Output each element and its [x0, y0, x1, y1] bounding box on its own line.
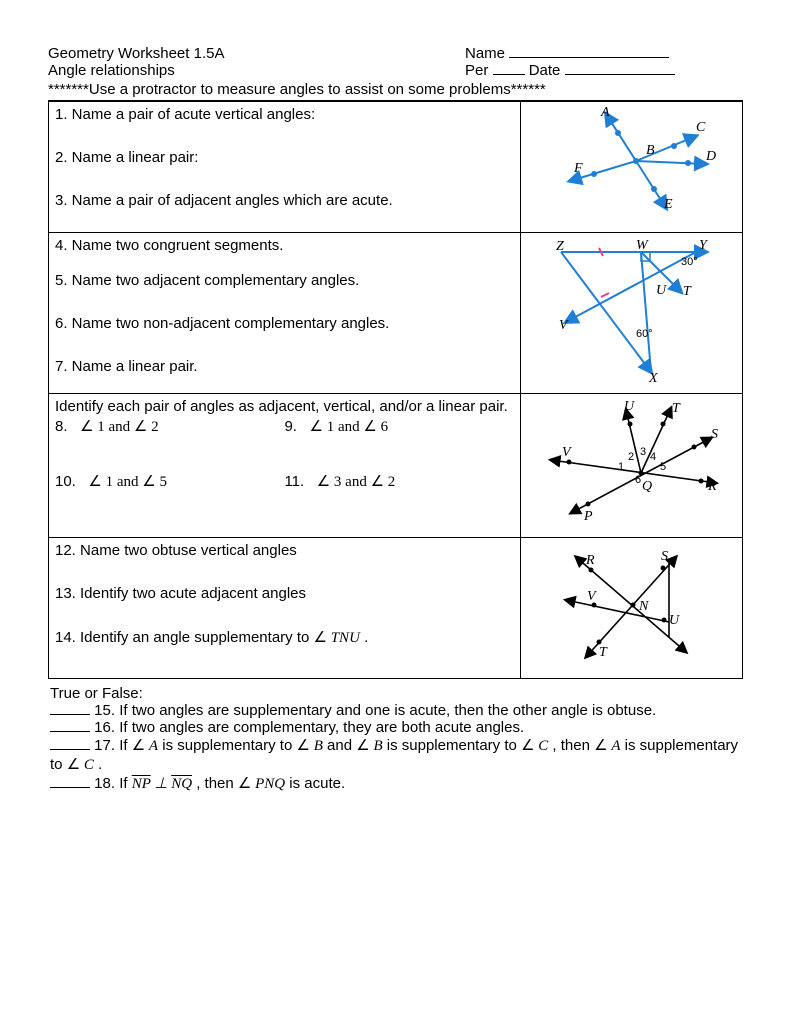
question-6: 6. Name two non-adjacent complementary a… — [55, 315, 514, 332]
question-2: 2. Name a linear pair: — [55, 149, 514, 166]
svg-text:W: W — [636, 238, 649, 253]
svg-text:Q: Q — [642, 479, 652, 494]
svg-text:P: P — [583, 509, 593, 524]
section-3-intro: Identify each pair of angles as adjacent… — [55, 398, 514, 415]
svg-text:Z: Z — [556, 239, 564, 254]
svg-text:1: 1 — [618, 461, 624, 473]
section-4-row: 12. Name two obtuse vertical angles 13. … — [49, 538, 743, 679]
question-8: 8. ∠ 1 and ∠ 2 — [55, 417, 284, 436]
diagram-3: U T S V R P Q 1 2 3 4 5 6 — [520, 394, 742, 538]
worksheet-table: 1. Name a pair of acute vertical angles:… — [48, 101, 743, 679]
question-5: 5. Name two adjacent complementary angle… — [55, 272, 514, 289]
section-4-text: 12. Name two obtuse vertical angles 13. … — [49, 538, 521, 679]
question-14: 14. Identify an angle supplementary to ∠… — [55, 628, 514, 647]
svg-text:60°: 60° — [636, 328, 653, 340]
question-3: 3. Name a pair of adjacent angles which … — [55, 192, 514, 209]
svg-text:V: V — [559, 318, 569, 333]
question-18: 18. If NP ⊥ NQ , then ∠ PNQ is acute. — [50, 774, 741, 793]
header-title: Geometry Worksheet 1.5A — [48, 45, 465, 62]
svg-text:E: E — [663, 197, 673, 212]
section-1-row: 1. Name a pair of acute vertical angles:… — [49, 102, 743, 233]
true-false-section: True or False: 15. If two angles are sup… — [48, 685, 743, 793]
svg-text:U: U — [669, 613, 680, 628]
svg-text:X: X — [648, 371, 658, 386]
question-15: 15. If two angles are supplementary and … — [50, 702, 741, 719]
question-13: 13. Identify two acute adjacent angles — [55, 585, 514, 602]
svg-text:V: V — [587, 589, 597, 604]
svg-text:U: U — [624, 399, 635, 414]
svg-text:4: 4 — [650, 451, 656, 463]
section-2-row: 4. Name two congruent segments. 5. Name … — [49, 233, 743, 394]
svg-text:T: T — [683, 284, 692, 299]
per-date-field: Per Date — [465, 62, 743, 79]
question-4: 4. Name two congruent segments. — [55, 237, 514, 254]
svg-text:2: 2 — [628, 451, 634, 463]
section-3-text: Identify each pair of angles as adjacent… — [49, 394, 521, 538]
svg-text:F: F — [573, 161, 583, 176]
question-7: 7. Name a linear pair. — [55, 358, 514, 375]
section-2-text: 4. Name two congruent segments. 5. Name … — [49, 233, 521, 394]
header-subtitle: Angle relationships — [48, 62, 465, 79]
svg-text:T: T — [599, 645, 608, 660]
svg-text:U: U — [656, 283, 667, 298]
worksheet-header: Geometry Worksheet 1.5A Name Angle relat… — [48, 45, 743, 101]
svg-text:S: S — [661, 549, 668, 564]
svg-text:3: 3 — [640, 446, 646, 458]
svg-text:R: R — [707, 479, 717, 494]
section-3-row: Identify each pair of angles as adjacent… — [49, 394, 743, 538]
svg-text:R: R — [585, 553, 595, 568]
svg-text:A: A — [600, 106, 610, 120]
name-field: Name — [465, 45, 743, 62]
question-16: 16. If two angles are complementary, the… — [50, 719, 741, 736]
svg-text:N: N — [638, 599, 649, 614]
svg-text:V: V — [562, 445, 572, 460]
svg-text:T: T — [672, 401, 681, 416]
svg-text:D: D — [705, 149, 716, 164]
svg-text:Y: Y — [699, 238, 709, 253]
question-9: 9. ∠ 1 and ∠ 6 — [284, 417, 513, 436]
svg-text:30°: 30° — [681, 256, 698, 268]
question-17: 17. If ∠ A is supplementary to ∠ B and ∠… — [50, 736, 741, 774]
section-1-text: 1. Name a pair of acute vertical angles:… — [49, 102, 521, 233]
svg-text:5: 5 — [660, 461, 666, 473]
svg-text:S: S — [711, 427, 718, 442]
svg-text:B: B — [646, 143, 655, 158]
svg-text:6: 6 — [635, 474, 641, 486]
svg-text:C: C — [696, 120, 706, 135]
question-10: 10. ∠ 1 and ∠ 5 — [55, 472, 284, 491]
question-1: 1. Name a pair of acute vertical angles: — [55, 106, 514, 123]
question-12: 12. Name two obtuse vertical angles — [55, 542, 514, 559]
diagram-1: A B C D E F — [520, 102, 742, 233]
diagram-2: Z W Y T U V X 30° 60° — [520, 233, 742, 394]
tf-heading: True or False: — [50, 685, 741, 702]
question-11: 11. ∠ 3 and ∠ 2 — [284, 472, 513, 491]
diagram-4: R S V N U T — [520, 538, 742, 679]
instruction-text: *******Use a protractor to measure angle… — [48, 81, 743, 101]
